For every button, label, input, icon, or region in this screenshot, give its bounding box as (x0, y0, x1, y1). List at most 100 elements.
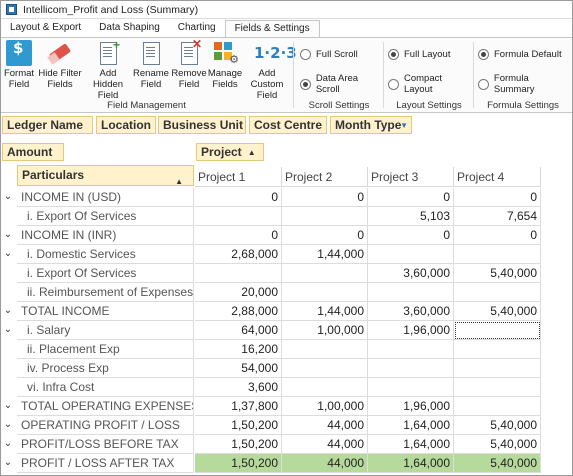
data-cell[interactable] (195, 207, 282, 226)
data-area-scroll-radio[interactable] (300, 78, 311, 90)
format-field-button[interactable]: Format Field (3, 40, 35, 90)
column-header-project-3[interactable]: Project 3 (368, 167, 454, 187)
hide-filter-fields-button[interactable]: Hide Filter Fields (37, 40, 83, 90)
data-cell[interactable]: 5,40,000 (454, 435, 541, 454)
data-cell[interactable]: 0 (282, 226, 368, 245)
data-cell[interactable]: 54,000 (195, 359, 282, 378)
data-cell[interactable]: 7,654 (454, 207, 541, 226)
row-label[interactable]: vi. Infra Cost (17, 378, 194, 397)
row-label[interactable]: PROFIT / LOSS AFTER TAX (17, 454, 194, 473)
data-cell[interactable]: 1,96,000 (368, 321, 454, 340)
data-cell[interactable]: 44,000 (282, 435, 368, 454)
expand-collapse-icon[interactable]: ⌄ (3, 324, 13, 335)
row-label[interactable]: TOTAL OPERATING EXPENSES (17, 397, 194, 416)
data-cell[interactable] (454, 245, 541, 264)
data-cell[interactable]: 3,60,000 (368, 302, 454, 321)
data-cell[interactable]: 5,103 (368, 207, 454, 226)
data-cell[interactable] (368, 340, 454, 359)
data-cell[interactable]: 1,50,200 (195, 416, 282, 435)
data-cell[interactable] (195, 264, 282, 283)
data-cell[interactable] (368, 359, 454, 378)
compact-layout-option[interactable]: Compact Layout (388, 73, 473, 95)
data-cell[interactable] (454, 283, 541, 302)
row-label[interactable]: i. Export Of Services (17, 207, 194, 226)
data-cell[interactable]: 2,68,000 (195, 245, 282, 264)
data-cell[interactable]: 5,40,000 (454, 264, 541, 283)
data-cell[interactable] (454, 321, 541, 340)
remove-field-button[interactable]: ✕ Remove Field (171, 38, 207, 90)
data-cell[interactable]: 0 (454, 188, 541, 207)
row-label[interactable]: TOTAL INCOME (17, 302, 194, 321)
add-custom-field-button[interactable]: 1·2·3 Add Custom Field (244, 40, 297, 101)
row-label[interactable]: INCOME IN (INR) (17, 226, 194, 245)
full-scroll-radio[interactable] (300, 49, 311, 60)
data-cell[interactable]: 1,37,800 (195, 397, 282, 416)
data-cell[interactable]: 5,40,000 (454, 302, 541, 321)
data-cell[interactable] (282, 359, 368, 378)
row-label[interactable]: iv. Process Exp (17, 359, 194, 378)
tab-layout-export[interactable]: Layout & Export (10, 22, 82, 33)
data-cell[interactable]: 1,64,000 (368, 435, 454, 454)
data-cell[interactable]: 1,00,000 (282, 397, 368, 416)
data-cell[interactable] (454, 340, 541, 359)
expand-collapse-icon[interactable]: ⌄ (3, 457, 13, 468)
expand-collapse-icon[interactable]: ⌄ (3, 400, 13, 411)
data-cell[interactable] (282, 378, 368, 397)
data-cell[interactable]: 1,50,200 (195, 435, 282, 454)
manage-fields-button[interactable]: ⚙ Manage Fields (207, 40, 243, 90)
data-cell[interactable]: 44,000 (282, 454, 368, 473)
column-header-project-2[interactable]: Project 2 (282, 167, 368, 187)
data-cell[interactable]: 1,96,000 (368, 397, 454, 416)
data-cell[interactable]: 1,00,000 (282, 321, 368, 340)
data-cell[interactable]: 3,60,000 (368, 264, 454, 283)
data-cell[interactable] (282, 207, 368, 226)
formula-default-option[interactable]: Formula Default (478, 49, 562, 60)
row-label[interactable]: PROFIT/LOSS BEFORE TAX (17, 435, 194, 454)
data-cell[interactable]: 1,64,000 (368, 416, 454, 435)
row-field-particulars[interactable]: Particulars ▲ (17, 165, 194, 186)
row-label[interactable]: i. Salary (17, 321, 194, 340)
filter-field-cost-centre[interactable]: Cost Centre (249, 116, 327, 134)
sort-ascending-icon[interactable]: ▲ (247, 147, 256, 157)
tab-fields-settings[interactable]: Fields & Settings (224, 20, 320, 37)
column-field-project[interactable]: Project ▲ (196, 143, 264, 161)
row-label[interactable]: ii. Placement Exp (17, 340, 194, 359)
row-label[interactable]: ii. Reimbursement of Expenses (17, 283, 194, 302)
full-layout-option[interactable]: Full Layout (388, 49, 450, 60)
formula-summary-option[interactable]: Formula Summary (478, 73, 571, 95)
sort-ascending-icon[interactable]: ▲ (175, 177, 183, 186)
data-cell[interactable]: 3,600 (195, 378, 282, 397)
tab-data-shaping[interactable]: Data Shaping (99, 22, 160, 33)
tab-charting[interactable]: Charting (177, 22, 216, 33)
expand-collapse-icon[interactable]: ⌄ (3, 229, 13, 240)
expand-collapse-icon[interactable]: ⌄ (3, 438, 13, 449)
data-cell[interactable] (368, 283, 454, 302)
filter-field-business-unit[interactable]: Business Unit (158, 116, 246, 134)
full-scroll-option[interactable]: Full Scroll (300, 49, 358, 60)
data-cell[interactable] (454, 359, 541, 378)
data-cell[interactable] (454, 378, 541, 397)
data-cell[interactable] (368, 378, 454, 397)
data-area-scroll-option[interactable]: Data Area Scroll (300, 73, 383, 95)
data-cell[interactable]: 2,88,000 (195, 302, 282, 321)
data-cell[interactable]: 64,000 (195, 321, 282, 340)
expand-collapse-icon[interactable]: ⌄ (3, 419, 13, 430)
data-cell[interactable]: 5,40,000 (454, 454, 541, 473)
expand-collapse-icon[interactable]: ⌄ (3, 248, 13, 259)
compact-layout-radio[interactable] (388, 78, 399, 90)
column-header-project-4[interactable]: Project 4 (454, 167, 541, 187)
data-cell[interactable]: 20,000 (195, 283, 282, 302)
rename-field-button[interactable]: Rename Field (133, 40, 169, 90)
data-cell[interactable]: 16,200 (195, 340, 282, 359)
data-cell[interactable]: 5,40,000 (454, 416, 541, 435)
data-cell[interactable]: 44,000 (282, 416, 368, 435)
data-cell[interactable]: 1,44,000 (282, 245, 368, 264)
filter-funnel-icon[interactable]: ▼ (400, 121, 408, 130)
add-hidden-field-button[interactable]: + Add Hidden Field (84, 39, 132, 101)
data-cell[interactable] (454, 397, 541, 416)
filter-field-ledger-name[interactable]: Ledger Name (2, 116, 93, 134)
row-label[interactable]: INCOME IN (USD) (17, 188, 194, 207)
data-cell[interactable]: 0 (454, 226, 541, 245)
row-label[interactable]: i. Domestic Services (17, 245, 194, 264)
column-header-project-1[interactable]: Project 1 (195, 167, 282, 187)
